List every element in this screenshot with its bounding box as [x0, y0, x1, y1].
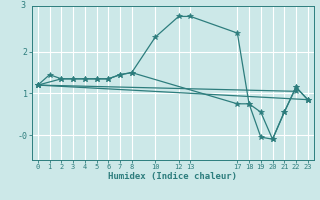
Text: 3: 3 [20, 1, 25, 10]
X-axis label: Humidex (Indice chaleur): Humidex (Indice chaleur) [108, 172, 237, 181]
